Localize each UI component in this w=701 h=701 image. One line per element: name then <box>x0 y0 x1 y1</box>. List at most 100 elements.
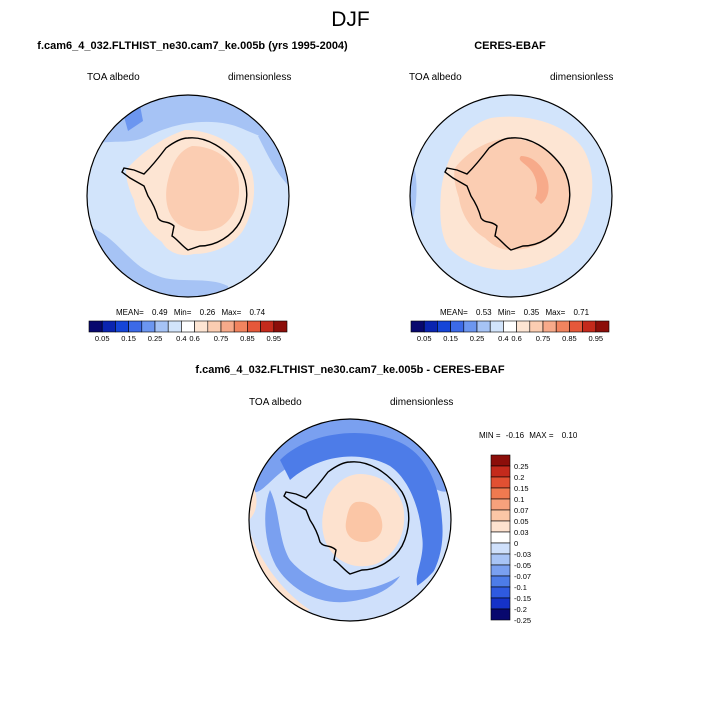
mean-label: MEAN= <box>440 308 468 317</box>
colorbar-tick-label: 0.95 <box>266 334 281 343</box>
colorbar-box <box>410 320 425 333</box>
panel-2-map <box>409 94 613 298</box>
colorbar-tick-label: 0.05 <box>514 517 529 526</box>
figure-title: DJF <box>331 8 370 31</box>
colorbar-tick-label: -0.1 <box>514 583 527 592</box>
colorbar-tick-label: 0.4 <box>498 334 508 343</box>
colorbar-box <box>128 320 143 333</box>
colorbar-box <box>260 320 275 333</box>
colorbar-box <box>476 320 491 333</box>
colorbar-tick-label: 0.05 <box>95 334 110 343</box>
colorbar-tick-label: 0.85 <box>562 334 577 343</box>
colorbar-tick-label: 0.85 <box>240 334 255 343</box>
colorbar-box <box>423 320 438 333</box>
colorbar-tick-label: 0.4 <box>176 334 186 343</box>
colorbar-box <box>490 586 511 599</box>
colorbar-tick-label: 0.05 <box>417 334 432 343</box>
panel-1-units: dimensionless <box>228 72 292 83</box>
colorbar-box <box>529 320 544 333</box>
colorbar-tick-label: 0.75 <box>214 334 229 343</box>
max-value: 0.10 <box>561 431 578 440</box>
min-label: Min= <box>173 308 192 317</box>
min-label: MIN = <box>479 431 501 440</box>
colorbar-box <box>101 320 116 333</box>
colorbar-box <box>154 320 169 333</box>
colorbar-box <box>167 320 182 333</box>
panel-1-stats: MEAN= 0.49 Min= 0.26 Max= 0.74 <box>116 308 265 317</box>
panel-1-title: f.cam6_4_032.FLTHIST_ne30.cam7_ke.005b (… <box>37 40 348 52</box>
colorbar-box <box>463 320 478 333</box>
colorbar-box <box>516 320 531 333</box>
colorbar-box <box>490 476 511 489</box>
colorbar-tick-label: 0 <box>514 539 518 548</box>
panel-3-stats: MIN = -0.16 MAX = 0.10 <box>479 431 577 440</box>
colorbar-tick-label: 0.25 <box>148 334 163 343</box>
colorbar-box <box>595 320 610 333</box>
max-label: Max= <box>545 308 566 317</box>
colorbar-tick-label: 0.1 <box>514 495 524 504</box>
colorbar-tick-label: 0.6 <box>511 334 521 343</box>
colorbar-tick-label: -0.03 <box>514 550 531 559</box>
colorbar-box <box>569 320 583 333</box>
mean-value: 0.53 <box>476 308 492 317</box>
colorbar-box <box>181 320 195 333</box>
colorbar-box <box>490 564 511 577</box>
max-value: 0.74 <box>249 308 266 317</box>
colorbar-box <box>490 553 511 566</box>
colorbar-box <box>233 320 248 333</box>
colorbar-box <box>490 465 511 478</box>
colorbar-box <box>542 320 557 333</box>
min-label: Min= <box>497 308 516 317</box>
colorbar-box <box>490 520 511 533</box>
colorbar-tick-label: -0.25 <box>514 616 531 625</box>
colorbar-tick-label: 0.15 <box>121 334 136 343</box>
colorbar-tick-label: -0.05 <box>514 561 531 570</box>
panel-2-units: dimensionless <box>550 72 614 83</box>
panel-2-colorbar: 0.05 0.15 0.25 0.4 0.6 0.75 0.85 0.95 <box>410 320 610 343</box>
min-value: 0.35 <box>523 308 540 317</box>
panel-3-units: dimensionless <box>390 397 454 408</box>
colorbar-tick-label: 0.6 <box>189 334 199 343</box>
min-value: 0.26 <box>199 308 216 317</box>
colorbar-tick-label: 0.25 <box>470 334 485 343</box>
max-label: MAX = <box>529 431 554 440</box>
colorbar-tick-label: 0.95 <box>588 334 603 343</box>
colorbar-box <box>489 320 504 333</box>
panel-1-colorbar: 0.05 0.15 0.25 0.4 0.6 0.75 0.85 0.95 <box>88 320 288 343</box>
colorbar-tick-label: 0.15 <box>443 334 458 343</box>
colorbar-tick-label: 0.15 <box>514 484 529 493</box>
colorbar-box <box>490 498 511 511</box>
mean-label: MEAN= <box>116 308 144 317</box>
colorbar-box <box>490 509 511 522</box>
panel-3-variable: TOA albedo <box>249 397 302 408</box>
max-value: 0.71 <box>573 308 590 317</box>
panel-1-variable: TOA albedo <box>87 72 140 83</box>
colorbar-tick-label: 0.25 <box>514 462 529 471</box>
colorbar-tick-label: -0.2 <box>514 605 527 614</box>
colorbar-tick-label: 0.75 <box>536 334 551 343</box>
colorbar-box <box>490 454 511 467</box>
colorbar-box <box>582 320 597 333</box>
colorbar-box <box>490 597 511 610</box>
colorbar-tick-label: 0.2 <box>514 473 524 482</box>
colorbar-box <box>207 320 222 333</box>
panel-2-variable: TOA albedo <box>409 72 462 83</box>
colorbar-box <box>247 320 261 333</box>
colorbar-box <box>115 320 129 333</box>
colorbar-box <box>490 487 511 500</box>
panel-1-map <box>86 94 290 298</box>
colorbar-tick-label: 0.07 <box>514 506 529 515</box>
colorbar-box <box>450 320 465 333</box>
mean-value: 0.49 <box>152 308 168 317</box>
colorbar-tick-label: -0.07 <box>514 572 531 581</box>
colorbar-box <box>490 608 511 621</box>
panel-3-colorbar: 0.25 0.2 0.15 0.1 0.07 0.05 0.03 0 -0.03 -0.05 -0.… <box>490 454 531 625</box>
colorbar-box <box>273 320 288 333</box>
colorbar-box <box>490 542 511 555</box>
colorbar-box <box>88 320 103 333</box>
colorbar-box <box>490 575 511 588</box>
colorbar-tick-label: -0.15 <box>514 594 531 603</box>
panel-2-stats: MEAN= 0.53 Min= 0.35 Max= 0.71 <box>440 308 589 317</box>
